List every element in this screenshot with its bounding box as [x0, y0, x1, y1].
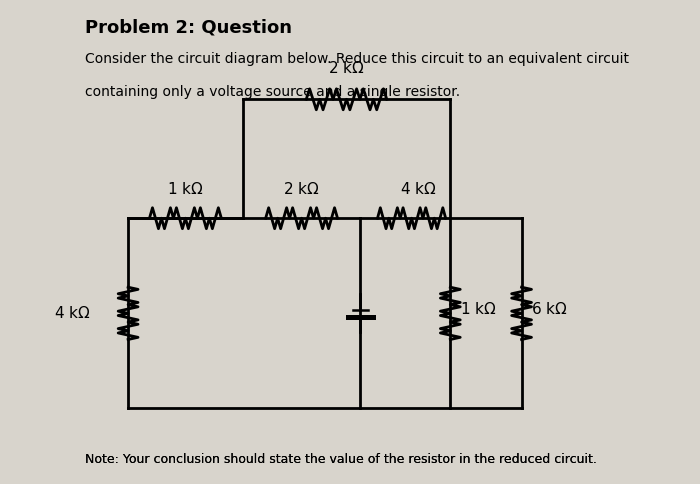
Text: 4 k$\Omega$: 4 k$\Omega$ [400, 181, 436, 197]
Text: 2 k$\Omega$: 2 k$\Omega$ [328, 60, 365, 76]
Text: Problem 2: Question: Problem 2: Question [85, 18, 292, 36]
Text: Note: Your conclusion should state the value of the resistor in the reduced circ: Note: Your conclusion should state the v… [85, 453, 596, 466]
Text: 4 k$\Omega$: 4 k$\Omega$ [55, 305, 91, 321]
Text: Note: Your conclusion should state the value of the resistor in the reduced circ: Note: Your conclusion should state the v… [85, 453, 596, 466]
Text: containing only a voltage source and a single resistor.: containing only a voltage source and a s… [85, 85, 460, 99]
Text: 1 k$\Omega$: 1 k$\Omega$ [167, 181, 204, 197]
Text: Consider the circuit diagram below. Reduce this circuit to an equivalent circuit: Consider the circuit diagram below. Redu… [85, 52, 629, 66]
Text: 2 k$\Omega$: 2 k$\Omega$ [284, 181, 320, 197]
Text: 6 k$\Omega$: 6 k$\Omega$ [531, 301, 568, 317]
Text: 1 k$\Omega$: 1 k$\Omega$ [460, 301, 496, 317]
